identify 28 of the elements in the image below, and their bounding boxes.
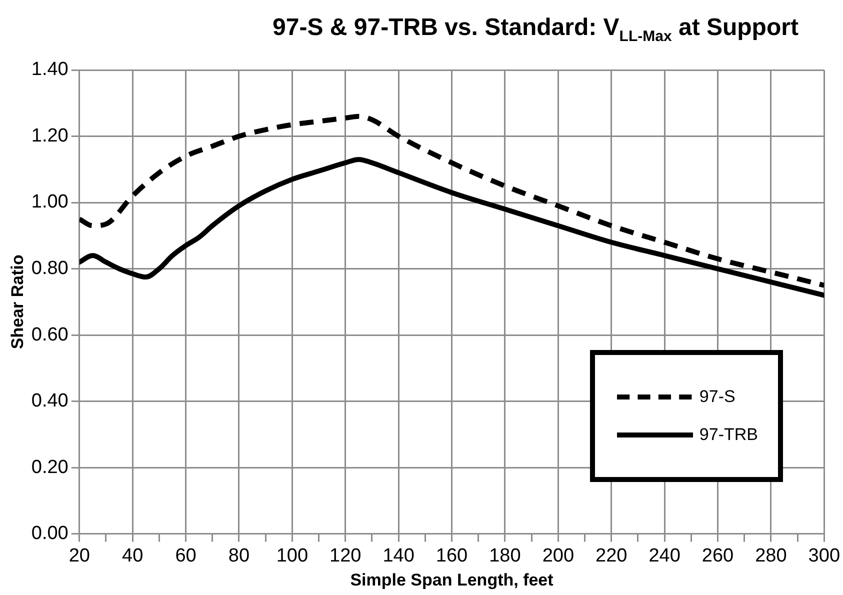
x-tick-label: 280 — [755, 545, 787, 566]
legend-label: 97-TRB — [699, 425, 758, 445]
x-tick-label: 140 — [382, 545, 414, 566]
x-tick-label: 200 — [542, 545, 574, 566]
x-tick-label: 300 — [808, 545, 840, 566]
x-tick-label: 20 — [68, 545, 90, 566]
y-tick-label: 1.00 — [31, 192, 68, 213]
x-tick-label: 220 — [596, 545, 628, 566]
y-tick-label: 1.40 — [31, 59, 68, 80]
x-tick-label: 180 — [489, 545, 521, 566]
x-tick-label: 60 — [175, 545, 196, 566]
y-axis-title: Shear Ratio — [8, 254, 27, 350]
x-tick-label: 260 — [702, 545, 734, 566]
y-tick-label: 1.20 — [31, 125, 68, 146]
y-tick-label: 0.60 — [31, 324, 68, 346]
x-tick-label: 40 — [122, 545, 144, 566]
x-tick-label: 100 — [276, 545, 308, 566]
x-tick-label: 240 — [648, 545, 680, 566]
x-axis-title: Simple Span Length, feet — [350, 570, 554, 590]
chart-title: 97-S & 97-TRB vs. Standard: V$_{LL-Max}$ at Support — [272, 14, 800, 45]
y-tick-label: 0.00 — [31, 523, 68, 544]
y-tick-label: 0.40 — [31, 390, 68, 412]
x-tick-label: 160 — [436, 545, 468, 566]
legend-label: 97-S — [699, 387, 736, 407]
x-tick-label: 80 — [228, 545, 250, 566]
y-tick-label: 0.80 — [31, 258, 68, 280]
y-tick-label: 0.20 — [31, 456, 68, 478]
x-tick-label: 120 — [330, 545, 362, 566]
